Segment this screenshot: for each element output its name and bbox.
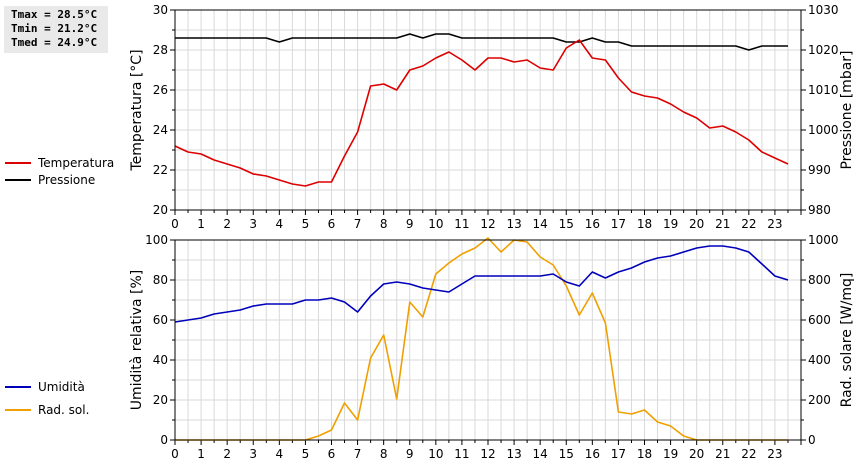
x-tick-label: 2: [223, 447, 231, 460]
x-tick-label: 6: [328, 217, 336, 231]
y2-tick-label: 1020: [808, 43, 839, 57]
plot-frame: [174, 9, 802, 211]
legend-label: Umidità: [38, 380, 85, 394]
x-tick-label: 3: [249, 447, 257, 460]
x-tick-label: 8: [380, 217, 388, 231]
x-tick-label: 17: [611, 217, 626, 231]
x-tick-label: 17: [611, 447, 626, 460]
x-tick-label: 23: [767, 217, 782, 231]
tmax-label: Tmax = 28.5°C: [11, 8, 98, 21]
y2-tick-label: 1000: [808, 123, 839, 137]
x-tick-label: 14: [533, 217, 548, 231]
y-axis-title: Umidità relativa [%]: [129, 270, 145, 411]
y-tick-label: 40: [153, 353, 168, 367]
x-tick-label: 0: [171, 447, 179, 460]
x-tick-label: 11: [454, 217, 469, 231]
y-tick-label: 26: [153, 83, 168, 97]
x-tick-label: 7: [354, 217, 362, 231]
x-tick-label: 22: [741, 217, 756, 231]
x-tick-label: 16: [585, 447, 600, 460]
x-tick-label: 12: [480, 447, 495, 460]
legend-label: Pressione: [38, 173, 95, 187]
x-tick-label: 18: [637, 217, 652, 231]
x-tick-label: 22: [741, 447, 756, 460]
y2-tick-label: 600: [808, 313, 831, 327]
y-tick-label: 20: [153, 203, 168, 217]
statistics-box: Tmax = 28.5°C Tmin = 21.2°C Tmed = 24.9°…: [4, 6, 108, 53]
legend-label: Rad. sol.: [38, 403, 89, 417]
legend-label: Temperatura: [37, 156, 114, 170]
x-tick-label: 3: [249, 217, 257, 231]
x-tick-label: 23: [767, 447, 782, 460]
y2-tick-label: 800: [808, 273, 831, 287]
y2-tick-label: 0: [808, 433, 816, 447]
y-tick-label: 20: [153, 393, 168, 407]
x-tick-label: 12: [480, 217, 495, 231]
y2-tick-label: 400: [808, 353, 831, 367]
y-tick-label: 60: [153, 313, 168, 327]
tmed-label: Tmed = 24.9°C: [11, 36, 98, 49]
y-tick-label: 30: [153, 3, 168, 17]
hum-rad-series-left-line: [174, 245, 789, 323]
x-tick-label: 20: [689, 217, 704, 231]
x-tick-label: 5: [302, 447, 310, 460]
y-tick-label: 0: [160, 433, 168, 447]
y2-tick-label: 1010: [808, 83, 839, 97]
x-tick-label: 15: [559, 447, 574, 460]
temp-press-series-left-line: [174, 39, 789, 187]
y2-tick-label: 980: [808, 203, 831, 217]
y2-tick-label: 200: [808, 393, 831, 407]
x-tick-label: 9: [406, 217, 414, 231]
x-tick-label: 19: [663, 217, 678, 231]
x-tick-label: 13: [506, 447, 521, 460]
y2-tick-label: 990: [808, 163, 831, 177]
temp-press-series-right-line: [175, 33, 788, 51]
humidity-radiation-chart: 0 1 2 3 4 5 6 7 8 9 10 11 12 13 14 15 16 17 18 19 20 21 22 2302…: [5, 233, 855, 460]
x-tick-label: 1: [197, 447, 205, 460]
x-tick-label: 2: [223, 217, 231, 231]
x-tick-label: 9: [406, 447, 414, 460]
y-tick-label: 100: [145, 233, 168, 247]
y-tick-label: 28: [153, 43, 168, 57]
x-tick-label: 1: [197, 217, 205, 231]
x-tick-label: 20: [689, 447, 704, 460]
temperature-pressure-chart: 0 1 2 3 4 5 6 7 8 9 10 11 12 13 14 15 16 17 18 19 20 21 22 2320…: [5, 3, 855, 231]
x-tick-label: 6: [328, 447, 336, 460]
x-tick-label: 19: [663, 447, 678, 460]
y-tick-label: 22: [153, 163, 168, 177]
y-tick-label: 80: [153, 273, 168, 287]
x-tick-label: 15: [559, 217, 574, 231]
x-tick-label: 13: [506, 217, 521, 231]
x-tick-label: 14: [533, 447, 548, 460]
x-tick-label: 21: [715, 447, 730, 460]
y2-axis-title: Rad. solare [W/mq]: [839, 273, 855, 408]
x-tick-label: 10: [428, 447, 443, 460]
x-tick-label: 4: [276, 217, 284, 231]
x-tick-label: 11: [454, 447, 469, 460]
y2-axis-title: Pressione [mbar]: [839, 50, 855, 169]
hum-rad-series-right-line: [175, 237, 788, 441]
x-tick-label: 7: [354, 447, 362, 460]
y2-tick-label: 1000: [808, 233, 839, 247]
plot-frame: [174, 239, 802, 441]
x-tick-label: 8: [380, 447, 388, 460]
x-tick-label: 4: [276, 447, 284, 460]
x-tick-label: 10: [428, 217, 443, 231]
y-axis-title: Temperatura [°C]: [129, 49, 145, 171]
x-tick-label: 18: [637, 447, 652, 460]
y2-tick-label: 1030: [808, 3, 839, 17]
x-tick-label: 16: [585, 217, 600, 231]
tmin-label: Tmin = 21.2°C: [11, 22, 98, 35]
x-tick-label: 0: [171, 217, 179, 231]
x-tick-label: 21: [715, 217, 730, 231]
y-tick-label: 24: [153, 123, 168, 137]
x-tick-label: 5: [302, 217, 310, 231]
